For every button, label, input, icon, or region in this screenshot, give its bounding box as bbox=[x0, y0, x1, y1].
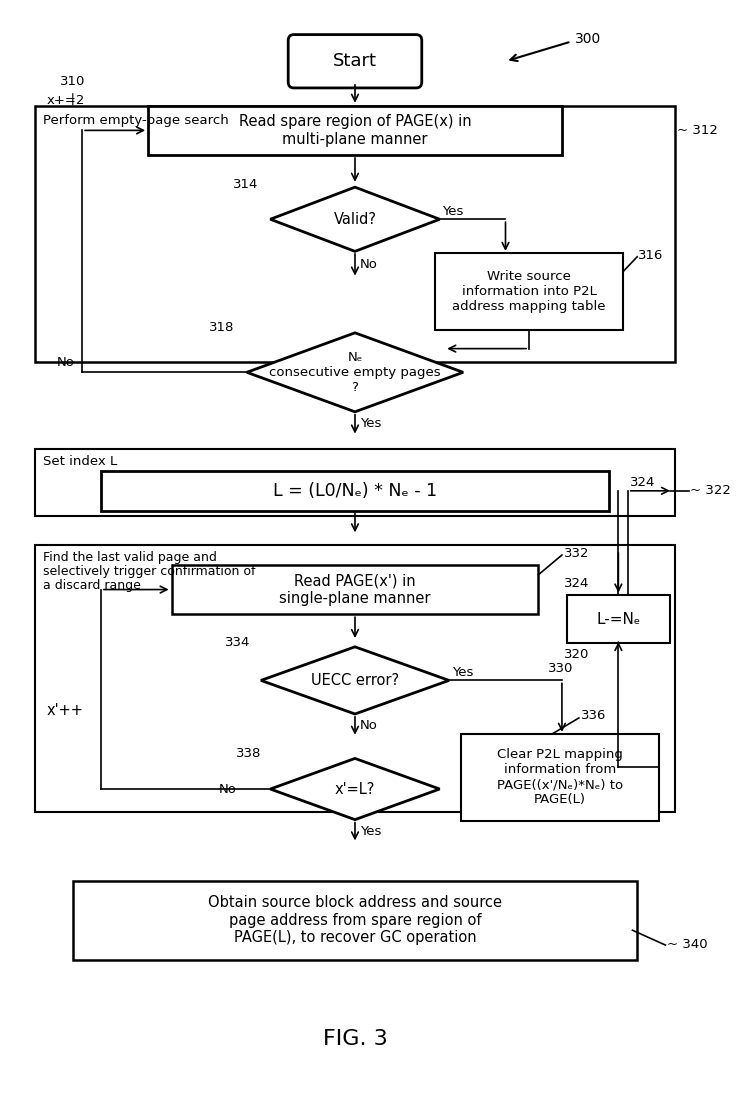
Text: Yes: Yes bbox=[443, 205, 464, 218]
Bar bbox=[36, 450, 675, 516]
Text: x'=L?: x'=L? bbox=[334, 781, 375, 797]
Text: No: No bbox=[57, 356, 75, 369]
Text: Obtain source block address and source
page address from spare region of
PAGE(L): Obtain source block address and source p… bbox=[208, 896, 502, 946]
Text: FIG. 3: FIG. 3 bbox=[323, 1029, 387, 1049]
Text: Yes: Yes bbox=[360, 825, 381, 838]
Polygon shape bbox=[270, 758, 440, 819]
Polygon shape bbox=[270, 188, 440, 251]
Text: Perform empty-page search: Perform empty-page search bbox=[43, 114, 229, 127]
Bar bbox=[36, 545, 675, 811]
Text: UECC error?: UECC error? bbox=[311, 673, 399, 688]
Text: ~ 312: ~ 312 bbox=[676, 124, 718, 137]
Text: 320: 320 bbox=[564, 648, 589, 662]
Text: L-=Nₑ: L-=Nₑ bbox=[596, 612, 641, 627]
Polygon shape bbox=[261, 647, 449, 714]
Text: 324: 324 bbox=[564, 577, 589, 591]
Bar bbox=[36, 105, 675, 363]
Text: Yes: Yes bbox=[452, 666, 474, 679]
FancyBboxPatch shape bbox=[288, 34, 422, 88]
Text: selectively trigger confirmation of: selectively trigger confirmation of bbox=[43, 565, 255, 578]
Bar bbox=[101, 471, 609, 511]
Text: 314: 314 bbox=[232, 179, 258, 191]
Text: ~ 340: ~ 340 bbox=[667, 938, 708, 950]
Bar bbox=[148, 105, 562, 155]
Text: No: No bbox=[218, 783, 237, 796]
Text: x'++: x'++ bbox=[47, 703, 84, 717]
Text: ~ 322: ~ 322 bbox=[690, 484, 730, 497]
Text: 310: 310 bbox=[60, 74, 86, 104]
Text: Find the last valid page and: Find the last valid page and bbox=[43, 552, 217, 565]
Text: 334: 334 bbox=[225, 636, 251, 649]
Text: 300: 300 bbox=[575, 31, 602, 46]
Text: x+=2: x+=2 bbox=[47, 94, 85, 108]
Text: Clear P2L mapping
information from
PAGE((x'/Nₑ)*Nₑ) to
PAGE(L): Clear P2L mapping information from PAGE(… bbox=[497, 748, 623, 806]
Bar bbox=[172, 565, 539, 614]
Text: L = (L0/Nₑ) * Nₑ - 1: L = (L0/Nₑ) * Nₑ - 1 bbox=[273, 482, 437, 500]
Bar bbox=[73, 881, 637, 960]
Text: Read PAGE(x') in
single-plane manner: Read PAGE(x') in single-plane manner bbox=[279, 574, 431, 606]
Text: 316: 316 bbox=[638, 250, 664, 262]
Text: Read spare region of PAGE(x) in
multi-plane manner: Read spare region of PAGE(x) in multi-pl… bbox=[239, 114, 471, 147]
Bar bbox=[435, 253, 623, 330]
Text: a discard range: a discard range bbox=[43, 579, 141, 592]
Text: 324: 324 bbox=[630, 476, 655, 490]
Text: Nₑ
consecutive empty pages
?: Nₑ consecutive empty pages ? bbox=[269, 351, 441, 394]
Text: 332: 332 bbox=[564, 546, 589, 559]
Text: No: No bbox=[360, 719, 377, 733]
Bar bbox=[567, 595, 670, 643]
Text: Start: Start bbox=[333, 52, 377, 70]
Text: Yes: Yes bbox=[360, 417, 381, 431]
Text: Set index L: Set index L bbox=[43, 455, 117, 467]
Text: Valid?: Valid? bbox=[334, 212, 377, 226]
Text: 338: 338 bbox=[237, 747, 262, 760]
Text: Write source
information into P2L
address mapping table: Write source information into P2L addres… bbox=[452, 270, 606, 313]
Polygon shape bbox=[247, 333, 463, 412]
Bar bbox=[461, 734, 659, 820]
Text: 318: 318 bbox=[209, 322, 235, 334]
Text: No: No bbox=[360, 259, 377, 271]
Text: 336: 336 bbox=[581, 709, 606, 723]
Text: 330: 330 bbox=[548, 662, 574, 675]
